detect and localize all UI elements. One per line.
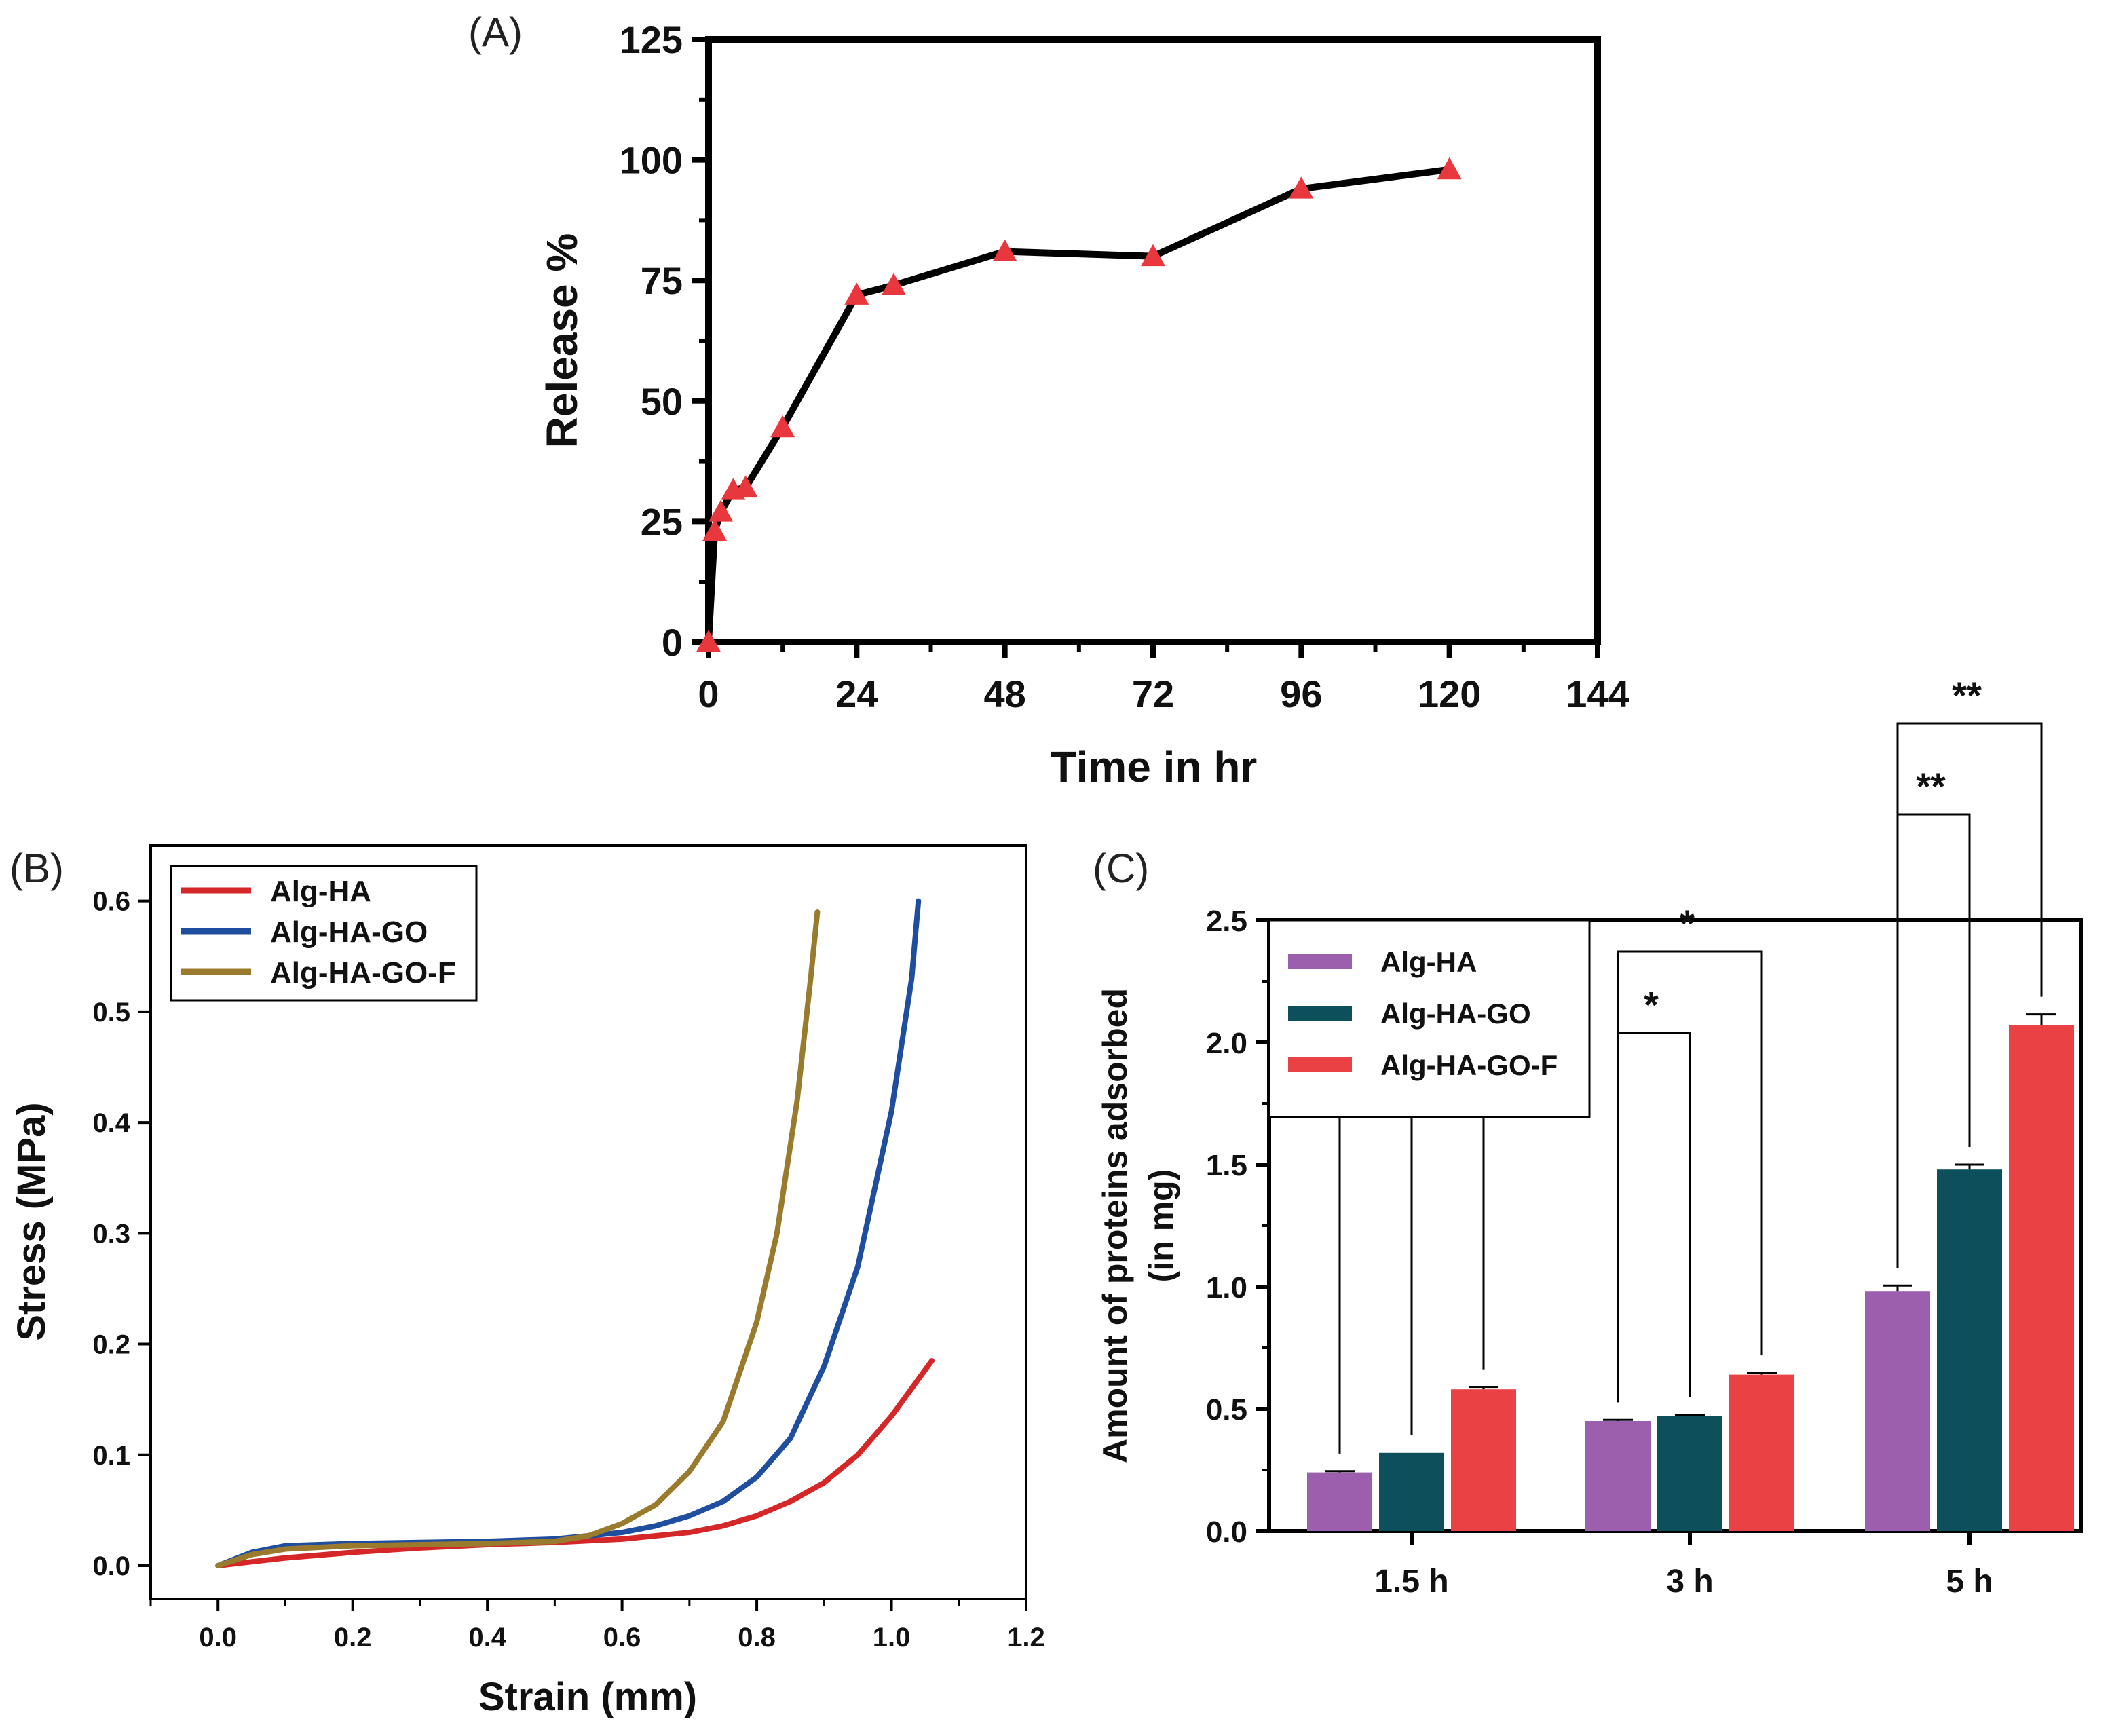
panel-c-legend-swatch: [1288, 1057, 1352, 1072]
panel-c-y-axis-title-line2: (in mg): [1142, 1169, 1180, 1283]
panel-a-x-tick-label: 72: [1132, 673, 1174, 715]
panel-b-series-line-1: [215, 1358, 935, 1569]
panel-c-bar: [1585, 1421, 1651, 1531]
panel-c-y-tick-label: 0.5: [1206, 1393, 1247, 1427]
panel-a-data-point: [709, 499, 734, 522]
panel-c-bar: [2009, 1025, 2074, 1531]
panel-c-significance-bracket: [1617, 950, 1763, 1403]
panel-c-x-tick-label: 1.5 h: [1374, 1564, 1448, 1600]
panel-c-bar: [1937, 1169, 2002, 1531]
panel-c-significance-label: **: [1916, 765, 1946, 808]
panel-a-y-tick-label: 125: [620, 18, 683, 61]
panel-a-x-tick-label: 144: [1566, 673, 1629, 715]
panel-c-y-tick-label: 2.0: [1206, 1027, 1247, 1060]
panel-b-x-tick-label: 0.0: [199, 1623, 237, 1653]
panel-a-y-tick-label: 75: [641, 259, 683, 302]
panel-b-frame: [149, 844, 1027, 1600]
panel-a-x-tick-label: 0: [698, 673, 719, 715]
panel-a-release-line: [705, 166, 1450, 643]
panel-c-legend-label: Alg-HA: [1380, 946, 1477, 978]
panel-b-y-axis-title: Stress (MPa): [10, 1102, 54, 1340]
panel-c-y-axis-title-line1: Amount of proteins adsorbed: [1096, 988, 1134, 1463]
panel-a-x-tick-label: 24: [835, 673, 878, 715]
panel-a-y-tick-label: 25: [641, 500, 683, 543]
panel-b-x-tick-label: 0.2: [334, 1623, 372, 1653]
panel-a-x-tick-label: 96: [1280, 673, 1322, 715]
panel-a-y-axis-title: Release %: [538, 233, 586, 449]
panel-b-x-axis-title: Strain (mm): [478, 1675, 697, 1719]
panel-b-y-tick-label: 0.4: [92, 1108, 130, 1138]
panel-c-significance-label: *: [1680, 902, 1695, 945]
panel-c-significance-bracket: [1338, 1079, 1413, 1454]
panel-b-x-tick-label: 1.0: [873, 1623, 911, 1653]
panel-c-significance-label: **: [1952, 674, 1982, 717]
panel-c-bar: [1379, 1452, 1444, 1531]
panel-c-bar: [1729, 1374, 1794, 1531]
panel-b-legend-label: Alg-HA-GO-F: [270, 956, 456, 989]
panel-a-data-point: [844, 282, 869, 305]
panel-b-y-tick-label: 0.1: [92, 1441, 130, 1471]
panel-b-legend-label: Alg-HA-GO: [270, 916, 428, 949]
panel-a-data-point: [1289, 176, 1314, 199]
panel-b-legend-label: Alg-HA: [270, 875, 371, 908]
panel-a-y-tick-label: 0: [662, 621, 683, 664]
panel-a-data-point: [992, 239, 1017, 261]
panel-c-bar: [1657, 1416, 1722, 1531]
panel-c-legend-label: Alg-HA-GO: [1380, 998, 1531, 1030]
panel-a-y-tick-label: 50: [641, 380, 683, 423]
panel-c-bar: [1307, 1472, 1372, 1531]
panel-c-legend-label: Alg-HA-GO-F: [1380, 1049, 1558, 1081]
panel-c: (C) 0.00.51.01.52.02.5 ********* 1.5 h3 …: [1093, 674, 2083, 1600]
panel-c-x-tick-label: 3 h: [1666, 1564, 1713, 1600]
panel-c-x-tick-label: 5 h: [1946, 1564, 1993, 1600]
panel-c-legend-swatch: [1288, 1006, 1352, 1021]
panel-b-y-tick-label: 0.2: [92, 1330, 130, 1360]
panel-c-y-tick-label: 1.5: [1206, 1149, 1247, 1182]
panel-a: (A) 0 24 48 72 96 120 144 0 25 50 75 100 125 Time i…: [468, 10, 1629, 791]
panel-b-x-tick-label: 0.4: [468, 1623, 506, 1653]
panel-c-bar: [1865, 1291, 1930, 1531]
panel-a-data-point: [881, 273, 906, 295]
panel-a-data-point: [1141, 244, 1165, 267]
panel-a-y-tick-label: 100: [620, 139, 683, 182]
panel-a-frame: [705, 36, 1601, 645]
panel-b-y-tick-label: 0.3: [92, 1219, 130, 1249]
panel-b-x-tick-label: 0.6: [603, 1623, 641, 1653]
panel-a-data-point: [702, 518, 728, 542]
panel-c-y-tick-label: 2.5: [1206, 905, 1247, 938]
panel-b-label: (B): [10, 846, 64, 891]
panel-a-data-point: [770, 415, 795, 438]
panel-b-series-line-3: [215, 909, 821, 1569]
panel-b-x-tick-label: 1.2: [1007, 1623, 1045, 1653]
panel-b-legend: Alg-HA Alg-HA-GO Alg-HA-GO-F: [170, 865, 478, 1002]
panel-a-data-point: [696, 630, 721, 652]
panel-b: (B) 0.0 0.2 0.4 0.6 0.8 1.0 1.2 0.0 0.1 0.2 0.3 0.…: [10, 844, 1045, 1719]
panel-a-data-point: [1437, 157, 1462, 180]
panel-c-significance-bracket: [1617, 1032, 1691, 1403]
panel-c-label: (C): [1093, 846, 1149, 891]
panel-c-legend: Alg-HA Alg-HA-GO Alg-HA-GO-F: [1268, 919, 1591, 1118]
panel-c-significance-bracket: [1896, 722, 2043, 1268]
panel-b-y-tick-label: 0.6: [92, 887, 130, 917]
panel-c-legend-swatch: [1288, 954, 1352, 969]
panel-c-y-tick-label: 0.0: [1206, 1515, 1247, 1549]
panel-a-x-tick-label: 48: [984, 673, 1026, 715]
panel-a-x-axis-title: Time in hr: [1051, 742, 1258, 791]
panel-a-label: (A): [468, 10, 523, 55]
panel-a-data-point: [733, 475, 758, 498]
panel-c-bar: [1451, 1389, 1516, 1531]
panel-b-y-tick-label: 0.0: [92, 1551, 130, 1581]
panel-b-y-tick-label: 0.5: [92, 998, 130, 1027]
panel-c-significance-label: *: [1644, 983, 1659, 1026]
panel-a-x-tick-label: 120: [1418, 673, 1481, 715]
panel-b-x-tick-label: 0.8: [738, 1623, 776, 1653]
panel-c-y-tick-label: 1.0: [1206, 1271, 1247, 1304]
